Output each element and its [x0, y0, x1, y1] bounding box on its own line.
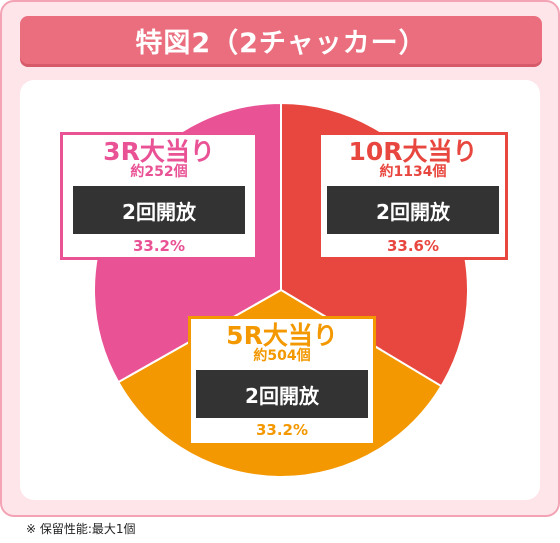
title-bar: 特図2（2チャッカー）: [20, 16, 542, 64]
slice-label-10r: 10R大当り: [348, 137, 478, 166]
slice-count-3r: 約252個: [130, 164, 188, 180]
slice-pct-3r: 33.2%: [132, 237, 186, 255]
chart-frame: 特図2（2チャッカー） 3R大当り 約252個 2回開放 33.2% 10R大当…: [0, 0, 560, 517]
slice-pct-10r: 33.6%: [386, 237, 440, 255]
slice-label-5r: 5R大当り: [226, 321, 338, 350]
chart-title: 特図2（2チャッカー）: [135, 27, 427, 59]
slice-open-10r: 2回開放: [327, 186, 499, 234]
slice-box-5r: 5R大当り 約504個 2回開放 33.2%: [188, 316, 376, 446]
footnote: ※ 保留性能:最大1個: [26, 522, 136, 536]
chart-panel: 3R大当り 約252個 2回開放 33.2% 10R大当り 約1134個 2回開…: [20, 80, 540, 500]
slice-open-3r: 2回開放: [73, 186, 245, 234]
slice-count-10r: 約1134個: [379, 164, 447, 180]
slice-open-5r: 2回開放: [196, 370, 368, 418]
slice-box-10r: 10R大当り 約1134個 2回開放 33.6%: [318, 132, 508, 260]
slice-pct-5r: 33.2%: [255, 421, 309, 439]
slice-label-3r: 3R大当り: [103, 137, 215, 166]
slice-box-3r: 3R大当り 約252個 2回開放 33.2%: [60, 132, 258, 260]
slice-count-5r: 約504個: [253, 348, 311, 364]
